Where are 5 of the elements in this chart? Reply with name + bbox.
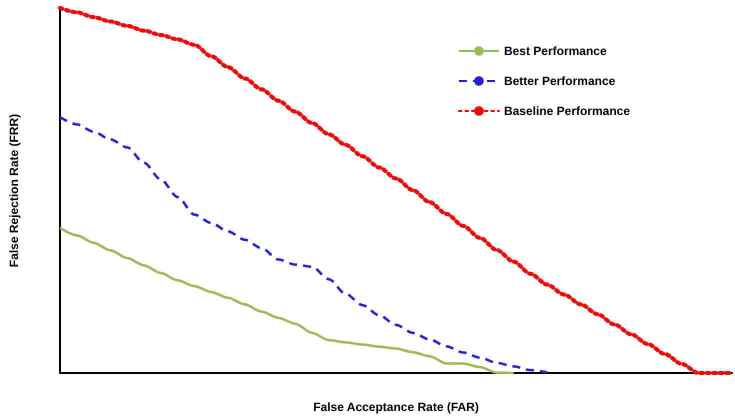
legend-label: Baseline Performance	[504, 104, 630, 118]
y-axis-title: False Rejection Rate (FRR)	[7, 114, 21, 268]
x-axis-title: False Acceptance Rate (FAR)	[313, 400, 479, 414]
legend-label: Best Performance	[504, 44, 607, 58]
legend-label: Better Performance	[504, 74, 616, 88]
